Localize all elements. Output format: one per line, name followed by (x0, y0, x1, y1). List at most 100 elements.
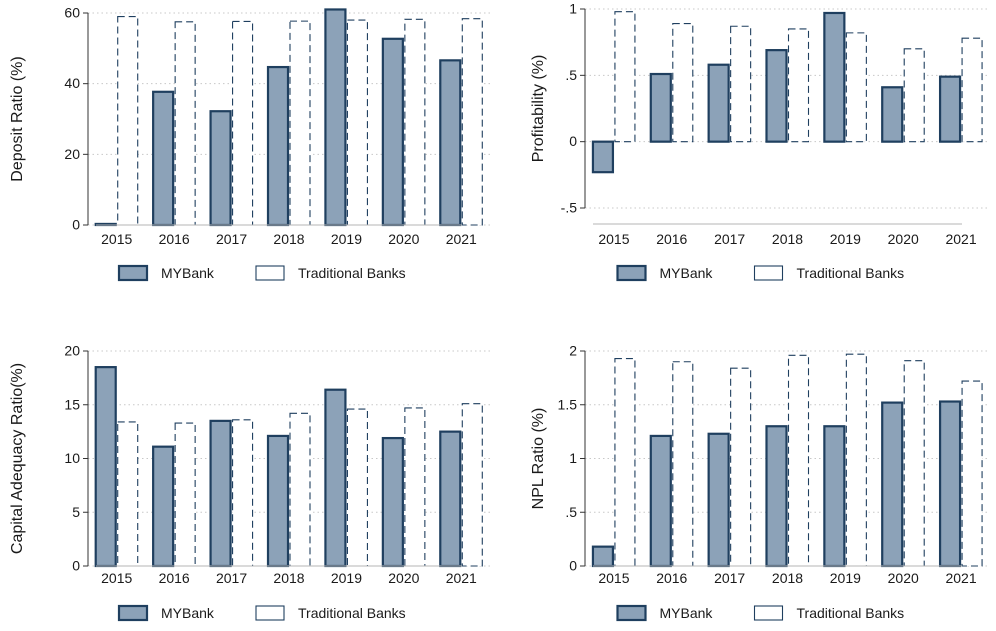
legend-swatch-traditional (255, 605, 285, 621)
x-tick-label: 2021 (945, 231, 976, 247)
x-tick-label: 2016 (159, 570, 190, 586)
y-tick-label: 5 (72, 504, 80, 520)
legend-label-mybank: MYBank (161, 605, 215, 621)
bar-traditional-2018 (787, 354, 810, 567)
legend: MYBank Traditional Banks (117, 604, 406, 622)
y-tick-label: 0 (72, 558, 80, 574)
bar-mybank-2018 (765, 49, 788, 143)
legend-swatch-mybank (117, 264, 149, 282)
legend-swatch-mybank (616, 604, 647, 622)
bar-mybank-2021 (938, 75, 962, 143)
x-tick-label: 2020 (888, 231, 919, 247)
x-tick-label: 2020 (388, 231, 419, 247)
x-tick-label: 2019 (830, 570, 861, 586)
bar-traditional-2021 (461, 18, 483, 226)
y-tick-label: .5 (565, 67, 577, 83)
legend-label-mybank: MYBank (161, 265, 215, 281)
bar-traditional-2020 (404, 18, 426, 226)
legend-swatch-traditional (255, 265, 285, 281)
y-tick-label: 1 (569, 450, 577, 466)
bar-traditional-2015 (117, 15, 139, 226)
y-tick-label: 1 (569, 1, 577, 17)
y-tick-label: 40 (64, 75, 80, 91)
bar-traditional-2019 (346, 19, 368, 226)
y-tick-label: 0 (569, 133, 577, 149)
x-tick-label: 2017 (714, 570, 745, 586)
y-tick-label: -.5 (561, 200, 578, 216)
x-tick-label: 2015 (598, 231, 629, 247)
y-tick-label: 2 (569, 343, 577, 359)
bar-mybank-2018 (765, 425, 788, 568)
bar-mybank-2021 (439, 59, 462, 227)
y-axis-label: Capital Adequacy Ratio(%) (9, 363, 26, 554)
x-tick-label: 2018 (273, 231, 304, 247)
bar-traditional-2017 (730, 25, 752, 143)
legend-swatch-mybank (117, 604, 149, 622)
bar-traditional-2019 (845, 32, 867, 143)
bar-traditional-2017 (232, 20, 254, 226)
bar-traditional-2021 (961, 37, 983, 143)
bar-traditional-2017 (730, 367, 752, 567)
x-tick-label: 2017 (216, 570, 247, 586)
y-tick-label: 15 (64, 396, 80, 412)
x-tick-label: 2018 (273, 570, 304, 586)
chart-panel-3: 0 5 10 15 20 Capital Adequacy Ratio(%) 2015 201… (9, 343, 490, 622)
x-tick-label: 2018 (772, 570, 803, 586)
chart-panel-1: 0 20 40 60 Deposit Ratio (%) 2015 2016 2017 2018… (9, 5, 490, 282)
bar-mybank-2020 (881, 86, 904, 143)
bar-traditional-2015 (117, 421, 139, 567)
x-tick-label: 2017 (714, 231, 745, 247)
x-tick-label: 2017 (216, 231, 247, 247)
x-tick-label: 2020 (388, 570, 419, 586)
bar-mybank-2015 (591, 140, 615, 174)
legend: MYBank Traditional Banks (616, 264, 905, 282)
bar-traditional-2015 (614, 11, 636, 143)
bar-mybank-2015 (94, 366, 117, 568)
y-tick-label: 60 (64, 5, 80, 21)
bar-traditional-2016 (672, 361, 694, 567)
legend: MYBank Traditional Banks (616, 604, 905, 622)
legend: MYBank Traditional Banks (117, 264, 406, 282)
y-tick-label: .5 (565, 504, 577, 520)
legend-label-traditional: Traditional Banks (797, 265, 905, 281)
legend-label-traditional: Traditional Banks (797, 605, 905, 621)
bar-mybank-2020 (381, 436, 404, 568)
bar-mybank-2021 (439, 430, 462, 568)
x-tick-label: 2021 (446, 570, 477, 586)
bar-mybank-2018 (266, 434, 290, 568)
x-tick-label: 2015 (101, 231, 132, 247)
bar-traditional-2017 (232, 419, 254, 567)
bar-mybank-2019 (823, 11, 846, 143)
bar-traditional-2018 (787, 28, 810, 143)
bar-mybank-2021 (938, 400, 962, 568)
bar-mybank-2020 (881, 401, 904, 568)
legend-swatch-traditional (753, 605, 784, 621)
y-axis-label: Profitability (%) (530, 55, 547, 163)
bar-traditional-2020 (903, 360, 925, 567)
x-tick-label: 2015 (101, 570, 132, 586)
x-tick-label: 2016 (656, 231, 687, 247)
bar-mybank-2017 (707, 432, 730, 568)
y-tick-label: 20 (64, 146, 80, 162)
x-tick-label: 2015 (598, 570, 629, 586)
legend-label-traditional: Traditional Banks (298, 605, 406, 621)
bar-traditional-2020 (903, 48, 925, 143)
bar-mybank-2016 (152, 445, 175, 568)
x-tick-label: 2016 (159, 231, 190, 247)
chart-panel-4: 0 .5 1 1.5 2 NPL Ratio (%) 2015 2016 2017 2018 201… (530, 343, 990, 622)
bar-traditional-2016 (672, 23, 694, 143)
bar-traditional-2020 (404, 407, 426, 567)
x-tick-label: 2016 (656, 570, 687, 586)
bar-traditional-2016 (174, 422, 196, 567)
bar-mybank-2020 (381, 37, 404, 227)
legend-swatch-mybank (616, 264, 647, 282)
bar-mybank-2019 (823, 425, 846, 568)
y-tick-label: 10 (64, 450, 80, 466)
x-tick-label: 2019 (331, 570, 362, 586)
y-tick-label: 20 (64, 343, 80, 359)
y-tick-label: 0 (569, 558, 577, 574)
y-tick-label: 0 (72, 217, 80, 233)
y-tick-label: 1.5 (558, 396, 578, 412)
bar-mybank-2017 (209, 419, 232, 568)
